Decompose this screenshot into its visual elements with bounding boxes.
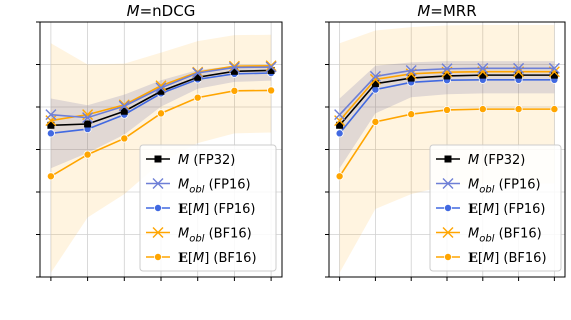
data-point <box>46 172 55 181</box>
legend-label: E[M] (FP16) <box>178 202 255 217</box>
legend-label: M (FP32) <box>468 153 525 168</box>
data-point <box>336 121 344 129</box>
data-point <box>267 66 275 74</box>
data-point <box>478 105 487 114</box>
legend-label: Mobl (BF16) <box>468 227 542 245</box>
legend-label: Mobl (FP16) <box>468 178 541 196</box>
legend-swatch-marker <box>153 252 162 261</box>
data-point <box>548 62 560 74</box>
legend-box <box>429 144 562 272</box>
series-band-3 <box>50 65 272 169</box>
legend-swatch-marker <box>443 252 452 261</box>
data-point <box>267 86 276 95</box>
data-point <box>265 61 277 73</box>
data-point <box>407 74 415 82</box>
data-point <box>335 129 344 138</box>
legend-label: Mobl (BF16) <box>178 227 252 245</box>
legend-label: E[M] (FP16) <box>468 202 545 217</box>
data-point <box>550 105 559 114</box>
chart-title: M=nDCG <box>127 2 196 20</box>
legend-entry-5: E[M] (BF16) <box>146 251 257 266</box>
legend-entry-3: E[M] (FP16) <box>146 202 255 217</box>
legend: M (FP32) Mobl (FP16) E[M] (FP16) Mobl (BF16… <box>139 144 277 272</box>
data-point <box>265 60 277 72</box>
data-point <box>443 72 451 80</box>
data-point <box>513 62 525 74</box>
data-point <box>82 112 94 124</box>
data-point <box>228 60 240 72</box>
series-5 <box>335 105 559 181</box>
data-point <box>441 63 453 75</box>
legend-entry-2: Mobl (FP16) <box>436 178 541 196</box>
data-point <box>83 150 92 159</box>
legend: M (FP32) Mobl (FP16) E[M] (FP16) Mobl (BF16… <box>429 144 562 272</box>
legend-swatch-marker <box>442 227 454 238</box>
data-point <box>194 73 202 81</box>
data-point <box>45 109 57 121</box>
legend-label: Mobl (FP16) <box>178 178 251 196</box>
legend-label: E[M] (BF16) <box>468 251 547 266</box>
legend-entry-4: Mobl (BF16) <box>146 227 252 245</box>
data-point <box>156 109 165 118</box>
data-point <box>369 70 381 82</box>
legend-entry-4: Mobl (BF16) <box>436 227 542 245</box>
chart-panel-1: M=nDCG M (FP32) Mobl (FP16) E[M] (FP16) Mobl… <box>36 2 283 281</box>
legend-label: E[M] (BF16) <box>178 251 257 266</box>
data-point <box>230 67 238 75</box>
data-point <box>334 109 346 121</box>
data-point <box>371 117 380 126</box>
data-point <box>120 107 128 115</box>
data-point <box>47 121 55 129</box>
legend-swatch-marker <box>154 155 162 163</box>
data-point <box>192 67 204 79</box>
chart-panel-2: M=MRR M (FP32) Mobl (FP16) E[M] (FP16) Mobl … <box>325 2 566 281</box>
legend-entry-3: E[M] (FP16) <box>436 202 545 217</box>
data-point <box>442 105 451 114</box>
data-point <box>335 172 344 181</box>
series-2 <box>334 62 560 121</box>
chart-title: M=MRR <box>417 2 476 20</box>
legend-swatch-marker <box>443 203 452 212</box>
data-point <box>120 134 129 143</box>
data-point <box>193 93 202 102</box>
legend-entry-1: M (FP32) <box>436 153 525 168</box>
data-point <box>515 71 523 79</box>
legend-box <box>139 144 277 272</box>
data-point <box>407 110 416 119</box>
data-point <box>84 120 92 128</box>
series-2 <box>45 61 277 124</box>
series-1 <box>336 71 558 129</box>
series-1 <box>47 66 275 129</box>
data-point <box>514 105 523 114</box>
data-point <box>230 86 239 95</box>
data-point <box>157 87 165 95</box>
legend-entry-5: E[M] (BF16) <box>436 251 547 266</box>
data-point <box>477 62 489 74</box>
legend-entry-1: M (FP32) <box>146 153 235 168</box>
legend-label: M (FP32) <box>178 153 235 168</box>
data-point <box>371 80 379 88</box>
legend-swatch-marker <box>444 155 452 163</box>
data-point <box>118 100 130 112</box>
data-point <box>155 82 167 94</box>
data-point <box>118 99 130 111</box>
legend-swatch-marker <box>152 178 164 189</box>
legend-swatch-marker <box>153 203 162 212</box>
series-band-3 <box>339 61 555 169</box>
legend-swatch-marker <box>152 227 164 238</box>
data-point <box>550 71 558 79</box>
legend-swatch-marker <box>442 178 454 189</box>
data-point <box>228 61 240 73</box>
legend-entry-2: Mobl (FP16) <box>146 178 251 196</box>
data-point <box>479 71 487 79</box>
data-point <box>46 129 55 138</box>
data-point <box>405 64 417 76</box>
series-5 <box>46 86 276 181</box>
